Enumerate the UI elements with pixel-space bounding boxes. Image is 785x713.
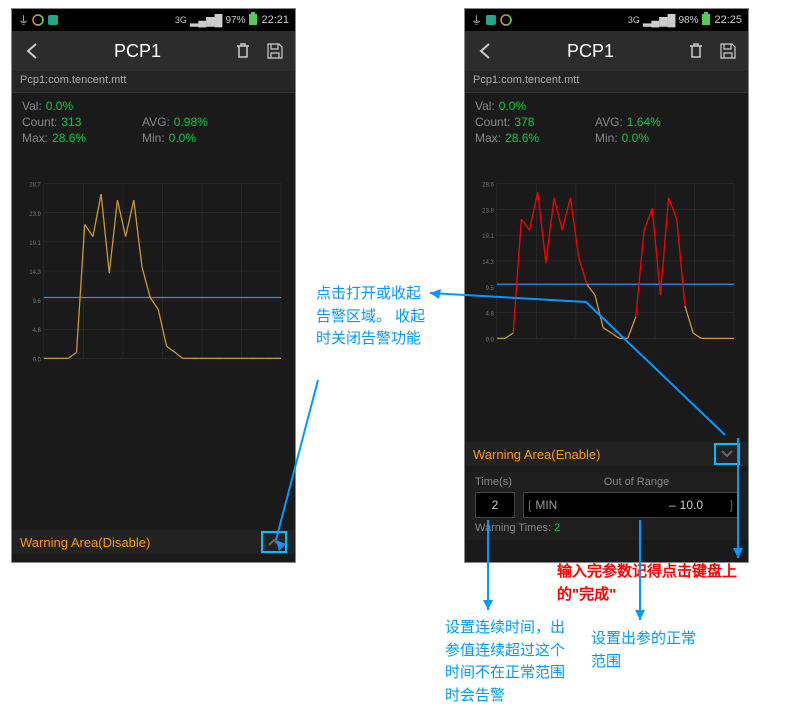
- val-value: 0.0%: [499, 99, 526, 113]
- chevron-up-icon: [267, 535, 281, 550]
- val-label: Val:: [22, 99, 42, 113]
- svg-text:0.0: 0.0: [486, 337, 495, 343]
- range-header: Out of Range: [535, 476, 738, 488]
- chart-area: 28.6 23.8 19.1 14.3 9.5 4.8 0.0: [475, 161, 738, 361]
- warning-settings-panel: Time(s) Out of Range 2 [ MIN – 10.0 ] Wa…: [465, 472, 748, 540]
- battery-label: 98%: [678, 15, 698, 26]
- warning-area-toggle[interactable]: Warning Area(Disable): [12, 530, 295, 554]
- chevron-highlight-box: [714, 443, 740, 465]
- annotation-keyboard-done: 输入完参数记得点击键盘上的"完成": [557, 561, 737, 606]
- time-header: Time(s): [475, 476, 535, 488]
- val-value: 0.0%: [46, 99, 73, 113]
- warning-label: Warning Area(Enable): [473, 447, 600, 462]
- range-dash: –: [665, 498, 680, 512]
- max-label: Max:: [475, 131, 501, 145]
- save-button[interactable]: [261, 37, 289, 65]
- usb-icon: ⏚: [471, 12, 482, 28]
- app-icon-1: [500, 14, 512, 26]
- max-label: Max:: [22, 131, 48, 145]
- svg-text:4.8: 4.8: [486, 312, 495, 318]
- phone-screenshot-right: ⏚ 3G ▂▄▆█ 98% 22:25 PCP1 Pcp1:com.tencen…: [464, 8, 749, 563]
- app-icon-2: [485, 14, 497, 26]
- signal-icon: ▂▄▆█: [643, 14, 676, 27]
- warning-area-toggle[interactable]: Warning Area(Enable): [465, 442, 748, 466]
- status-bar: ⏚ 3G ▂▄▆█ 98% 22:25: [465, 9, 748, 31]
- chevron-highlight-box: [261, 531, 287, 553]
- delete-button[interactable]: [229, 37, 257, 65]
- min-input[interactable]: MIN: [531, 498, 665, 512]
- chart-area: 28.7 23.9 19.1 14.3 9.6 4.8 0.0: [22, 161, 285, 381]
- network-label: 3G: [628, 15, 640, 25]
- avg-label: AVG:: [595, 115, 623, 129]
- title-bar: PCP1: [465, 31, 748, 71]
- range-input-group: [ MIN – 10.0 ]: [523, 492, 738, 518]
- warning-times-label: Warning Times:: [475, 522, 551, 534]
- stats-panel: Val: 0.0% Count: 313 AVG: 0.98% Max: 28.6% M…: [12, 93, 295, 153]
- warning-times-value: 2: [554, 522, 560, 534]
- time-input[interactable]: 2: [475, 492, 515, 518]
- count-label: Count:: [22, 115, 57, 129]
- annotation-time-setting: 设置连续时间，出参值连续超过这个时间不在正常范围时会告警: [445, 617, 575, 707]
- line-chart: 28.7 23.9 19.1 14.3 9.6 4.8 0.0: [22, 161, 285, 381]
- signal-icon: ▂▄▆█: [190, 14, 223, 27]
- count-label: Count:: [475, 115, 510, 129]
- page-title: PCP1: [46, 41, 229, 62]
- app-icon-1: [32, 14, 44, 26]
- max-value: 28.6%: [52, 131, 86, 145]
- line-chart: 28.6 23.8 19.1 14.3 9.5 4.8 0.0: [475, 161, 738, 361]
- svg-text:23.9: 23.9: [29, 212, 41, 218]
- max-input[interactable]: 10.0: [680, 498, 730, 512]
- bracket-right: ]: [730, 498, 733, 512]
- save-button[interactable]: [714, 37, 742, 65]
- sub-title-bar: Pcp1:com.tencent.mtt: [465, 71, 748, 93]
- stats-panel: Val: 0.0% Count: 378 AVG: 1.64% Max: 28.6% M…: [465, 93, 748, 153]
- svg-text:4.8: 4.8: [33, 328, 42, 334]
- avg-label: AVG:: [142, 115, 170, 129]
- svg-text:23.8: 23.8: [482, 208, 494, 214]
- max-value: 28.6%: [505, 131, 539, 145]
- svg-text:28.7: 28.7: [29, 183, 41, 189]
- val-label: Val:: [475, 99, 495, 113]
- svg-text:14.3: 14.3: [29, 270, 41, 276]
- status-bar: ⏚ 3G ▂▄▆█ 97% 22:21: [12, 9, 295, 31]
- chevron-down-icon: [720, 447, 734, 462]
- min-label: Min:: [142, 131, 165, 145]
- process-label: Pcp1:com.tencent.mtt: [20, 74, 126, 89]
- count-value: 313: [61, 115, 81, 129]
- clock-label: 22:25: [714, 14, 742, 26]
- network-label: 3G: [175, 15, 187, 25]
- min-value: 0.0%: [622, 131, 649, 145]
- process-label: Pcp1:com.tencent.mtt: [473, 74, 579, 89]
- svg-text:28.6: 28.6: [482, 183, 494, 189]
- battery-label: 97%: [225, 15, 245, 26]
- phone-screenshot-left: ⏚ 3G ▂▄▆█ 97% 22:21 PCP1 Pcp1:com.tencen…: [11, 8, 296, 563]
- svg-text:9.6: 9.6: [33, 299, 42, 305]
- svg-text:0.0: 0.0: [33, 357, 42, 363]
- avg-value: 1.64%: [627, 115, 661, 129]
- clock-label: 22:21: [261, 14, 289, 26]
- svg-text:19.1: 19.1: [482, 234, 494, 240]
- usb-icon: ⏚: [18, 12, 29, 28]
- title-bar: PCP1: [12, 31, 295, 71]
- battery-icon: [248, 12, 258, 29]
- annotation-toggle-warning: 点击打开或收起告警区域。 收起时关闭告警功能: [316, 283, 426, 351]
- annotation-range-setting: 设置出参的正常范围: [591, 628, 701, 673]
- app-icon-2: [47, 14, 59, 26]
- min-label: Min:: [595, 131, 618, 145]
- svg-text:9.5: 9.5: [486, 286, 495, 292]
- delete-button[interactable]: [682, 37, 710, 65]
- back-button[interactable]: [18, 37, 46, 65]
- battery-icon: [701, 12, 711, 29]
- count-value: 378: [514, 115, 534, 129]
- warning-label: Warning Area(Disable): [20, 535, 150, 550]
- avg-value: 0.98%: [174, 115, 208, 129]
- back-button[interactable]: [471, 37, 499, 65]
- min-value: 0.0%: [169, 131, 196, 145]
- svg-text:14.3: 14.3: [482, 260, 494, 266]
- sub-title-bar: Pcp1:com.tencent.mtt: [12, 71, 295, 93]
- page-title: PCP1: [499, 41, 682, 62]
- svg-text:19.1: 19.1: [29, 241, 41, 247]
